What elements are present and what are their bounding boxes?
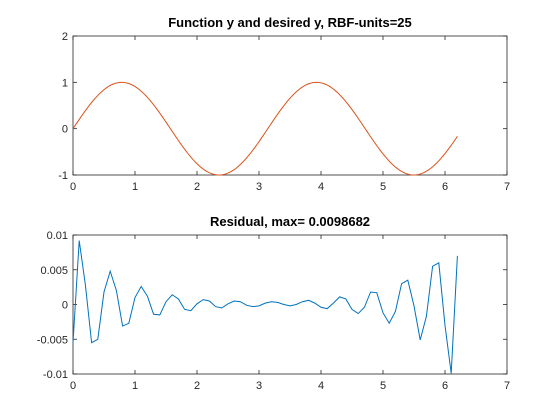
bottom-y-tick-label: 0 <box>62 300 68 312</box>
bottom-x-tick-label: 7 <box>504 380 510 392</box>
top-x-tick-label: 7 <box>504 181 510 193</box>
bottom-plot-axes <box>72 234 508 375</box>
top-plot-title: Function y and desired y, RBF-units=25 <box>168 15 412 30</box>
top-x-tick-label: 4 <box>318 181 324 193</box>
bottom-series-line <box>72 240 458 374</box>
bottom-y-tick-label: -0.01 <box>43 369 68 381</box>
top-series-line <box>72 81 458 176</box>
bottom-x-tick-label: 3 <box>256 380 262 392</box>
bottom-x-tick-label: 0 <box>70 380 76 392</box>
top-x-tick-label: 6 <box>442 181 448 193</box>
top-x-tick-label: 0 <box>70 181 76 193</box>
top-y-tick-label: 2 <box>62 31 68 43</box>
bottom-x-tick-label: 4 <box>318 380 324 392</box>
bottom-y-tick-label: -0.005 <box>37 334 68 346</box>
bottom-y-tick-label: 0.005 <box>40 265 68 277</box>
top-x-tick-label: 5 <box>380 181 386 193</box>
top-y-tick-label: 0 <box>62 124 68 136</box>
top-x-tick-label: 1 <box>132 181 138 193</box>
top-plot: Function y and desired y, RBF-units=25 0… <box>58 15 510 193</box>
top-y-tick-label: -1 <box>58 170 68 182</box>
bottom-plot: Residual, max= 0.0098682 0 1 2 3 4 5 6 7 -0.01 -0… <box>37 214 510 392</box>
bottom-plot-title: Residual, max= 0.0098682 <box>210 214 370 229</box>
bottom-x-tick-label: 1 <box>132 380 138 392</box>
top-plot-axes <box>72 35 508 176</box>
top-y-tick-label: 1 <box>62 77 68 89</box>
bottom-y-tick-label: 0.01 <box>47 230 68 242</box>
bottom-x-tick-label: 2 <box>194 380 200 392</box>
top-x-tick-label: 3 <box>256 181 262 193</box>
bottom-x-tick-label: 6 <box>442 380 448 392</box>
top-x-tick-label: 2 <box>194 181 200 193</box>
bottom-x-tick-label: 5 <box>380 380 386 392</box>
